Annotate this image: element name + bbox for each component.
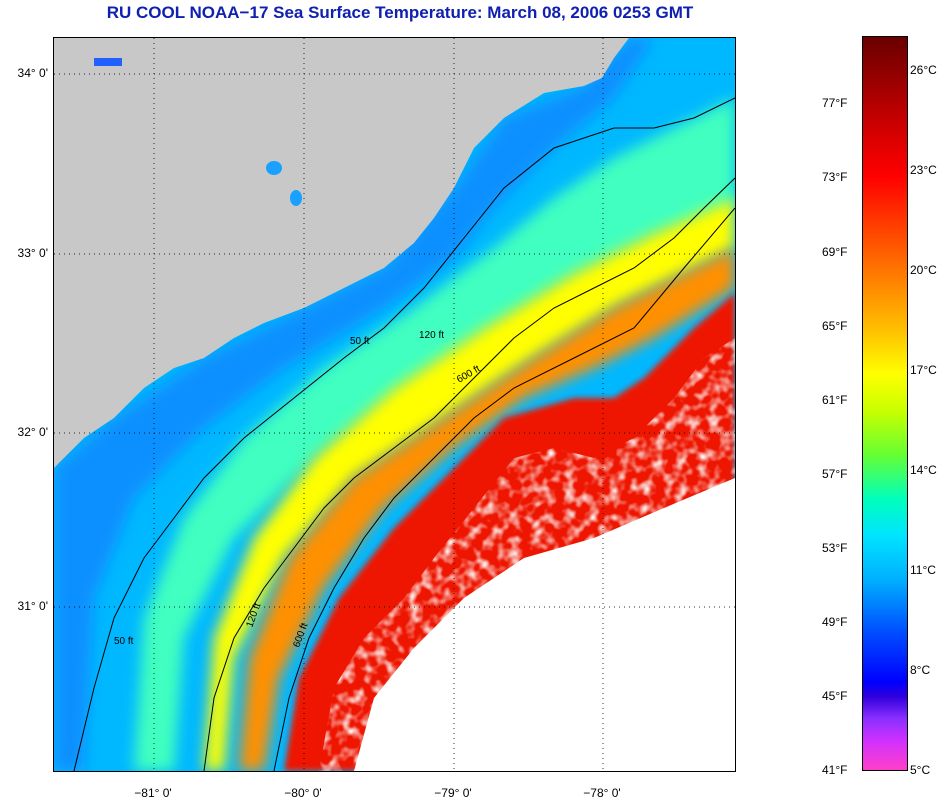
lake-marion bbox=[266, 161, 282, 175]
lon-label-80: −80° 0' bbox=[284, 786, 322, 800]
lat-label-31: 31° 0' bbox=[17, 599, 48, 613]
depth-contours bbox=[73, 97, 735, 771]
c-label-8: 8°C bbox=[910, 663, 931, 677]
colorbar bbox=[862, 36, 908, 771]
c-label-26: 26°C bbox=[910, 63, 937, 77]
c-label-23: 23°C bbox=[910, 163, 937, 177]
lake-small bbox=[94, 58, 122, 66]
contour-label-120ft: 120 ft bbox=[419, 330, 444, 341]
f-label-69: 69°F bbox=[822, 245, 848, 259]
contour-50ft bbox=[73, 97, 735, 771]
f-label-73: 73°F bbox=[822, 170, 848, 184]
f-label-41: 41°F bbox=[822, 763, 848, 777]
lon-label-81: −81° 0' bbox=[134, 786, 172, 800]
c-label-17: 17°C bbox=[910, 363, 937, 377]
page-title: RU COOL NOAA−17 Sea Surface Temperature:… bbox=[106, 3, 694, 22]
lon-label-78: −78° 0' bbox=[583, 786, 621, 800]
lat-label-33: 33° 0' bbox=[17, 246, 48, 260]
f-label-57: 57°F bbox=[822, 467, 848, 481]
f-label-77: 77°F bbox=[822, 96, 848, 110]
c-label-20: 20°C bbox=[910, 263, 937, 277]
c-label-14: 14°C bbox=[910, 463, 937, 477]
lake-moultrie bbox=[290, 190, 302, 206]
contour-label-50ft-2: 50 ft bbox=[114, 636, 134, 647]
sst-map[interactable]: 50 ft 120 ft 600 ft 50 ft 120 ft 600 ft bbox=[53, 37, 736, 772]
f-label-61: 61°F bbox=[822, 393, 848, 407]
f-label-53: 53°F bbox=[822, 541, 848, 555]
contour-label-50ft: 50 ft bbox=[350, 336, 370, 347]
c-label-5: 5°C bbox=[910, 763, 931, 777]
graticule bbox=[54, 38, 735, 771]
f-label-65: 65°F bbox=[822, 319, 848, 333]
lat-label-32: 32° 0' bbox=[17, 425, 48, 439]
sst-map-canvas: 50 ft 120 ft 600 ft 50 ft 120 ft 600 ft bbox=[54, 38, 735, 771]
f-label-45: 45°F bbox=[822, 689, 848, 703]
contour-120ft bbox=[203, 177, 735, 771]
c-label-11: 11°C bbox=[910, 563, 936, 577]
lon-label-79: −79° 0' bbox=[434, 786, 472, 800]
f-label-49: 49°F bbox=[822, 615, 848, 629]
contour-600ft bbox=[273, 207, 735, 771]
lat-label-34: 34° 0' bbox=[17, 66, 48, 80]
